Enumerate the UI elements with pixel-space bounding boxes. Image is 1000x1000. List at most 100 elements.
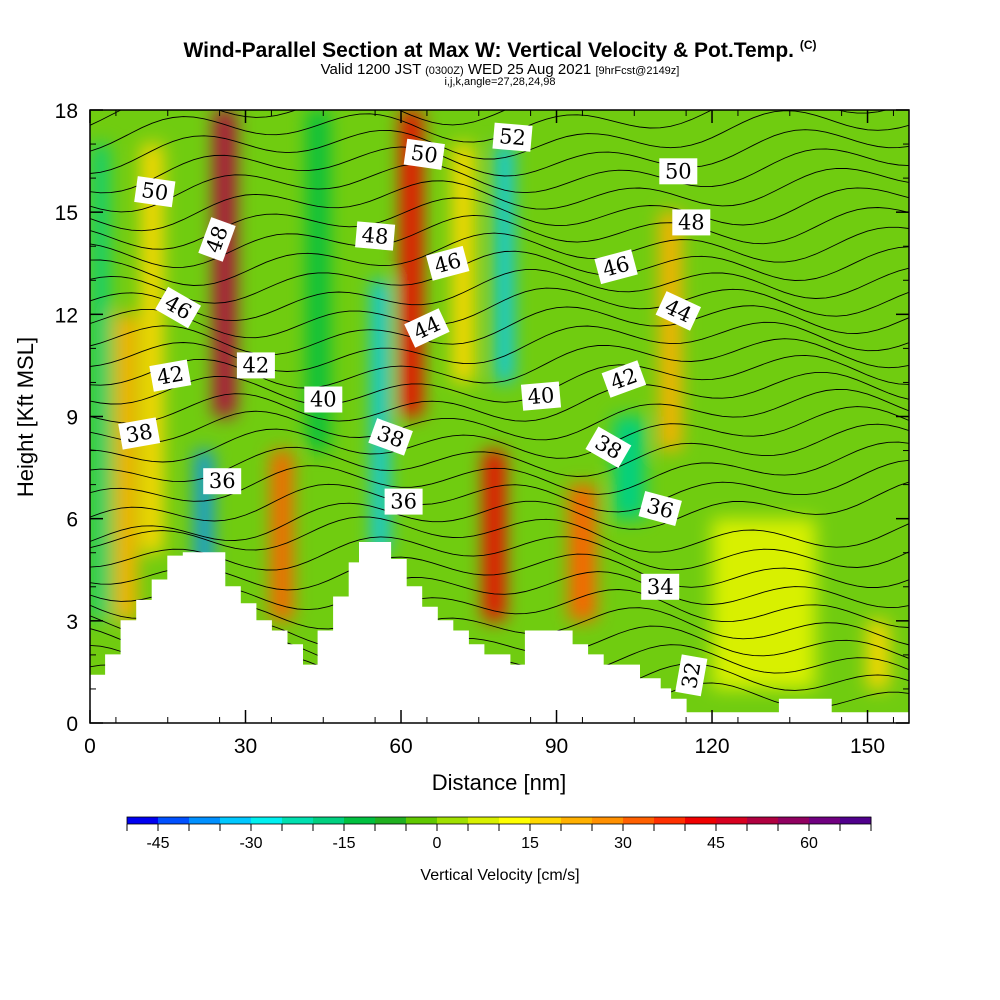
contour-label-bg <box>492 122 533 152</box>
contour-label-bg <box>675 654 708 697</box>
x-tick-label: 30 <box>234 735 257 758</box>
x-tick-label: 150 <box>850 735 885 758</box>
contour-label: 46 <box>594 249 638 285</box>
colorbar-swatch <box>623 817 655 824</box>
colorbar-swatch <box>406 817 438 824</box>
colorbar-swatch <box>158 817 190 824</box>
colorbar-swatch <box>592 817 624 824</box>
colorbar-label: -45 <box>146 835 169 852</box>
y-tick-label: 15 <box>55 202 78 225</box>
colorbar-swatch <box>251 817 283 824</box>
colorbar-swatch <box>685 817 717 824</box>
pot-temp-contour <box>90 441 909 502</box>
subtitle-utc: (0300Z) <box>425 65 464 77</box>
contour-label-text: 40 <box>310 388 337 412</box>
colorbar-title: Vertical Velocity [cm/s] <box>420 867 579 884</box>
pot-temp-contour <box>90 129 909 194</box>
contour-label: 40 <box>520 381 562 411</box>
contour-label-text: 48 <box>678 210 705 234</box>
contour-label-bg <box>601 360 647 398</box>
terrain <box>90 542 909 723</box>
colorbar-label: 15 <box>521 835 539 852</box>
chart-subtitle: Valid 1200 JST (0300Z) WED 25 Aug 2021 [… <box>0 61 1000 78</box>
pot-temp-contour <box>90 553 909 591</box>
contour-label-bg <box>198 217 236 262</box>
x-tick-label: 60 <box>389 735 412 758</box>
colorbar-label: -15 <box>332 835 355 852</box>
contour-label-bg <box>118 417 161 450</box>
colorbar-swatch <box>437 817 469 824</box>
colorbar-swatch <box>530 817 562 824</box>
pot-temp-contour <box>90 321 909 372</box>
contour-label-text: 48 <box>361 223 390 249</box>
subtitle-fcst: [9hrFcst@2149z] <box>595 65 680 77</box>
subtitle-valid: Valid 1200 JST <box>320 61 421 78</box>
pot-temp-contour <box>90 516 909 553</box>
pot-temp-contour <box>90 148 909 213</box>
contour-label-bg <box>355 221 396 251</box>
colorbar-swatch <box>313 817 345 824</box>
contour-label: 42 <box>149 359 192 392</box>
colorbar-label: 60 <box>800 835 818 852</box>
contour-label-bg <box>655 291 702 331</box>
pot-temp-contour <box>90 267 909 322</box>
velocity-band <box>867 620 889 689</box>
contour-label-text: 38 <box>124 419 154 447</box>
contour-label-text: 40 <box>527 383 556 409</box>
velocity-band <box>214 110 236 417</box>
pot-temp-contour <box>90 110 909 174</box>
velocity-band <box>569 484 596 621</box>
velocity-band <box>483 450 505 621</box>
pot-temp-contour <box>90 167 909 232</box>
contour-label: 50 <box>403 138 445 170</box>
pot-temp-contour <box>90 338 909 389</box>
contour-label: 48 <box>672 209 711 236</box>
chart-subtitle-indices: i,j,k,angle=27,28,24,98 <box>444 76 556 88</box>
x-tick-label: 0 <box>84 735 96 758</box>
x-axis: 0 30 60 90 120 150 <box>84 110 894 758</box>
contour-label: 34 <box>641 573 680 600</box>
plot-area <box>90 110 909 723</box>
colorbar-label: 45 <box>707 835 725 852</box>
colorbar-swatch <box>282 817 314 824</box>
contour-label-text: 36 <box>390 490 417 514</box>
velocity-band <box>613 416 645 519</box>
y-tick-label: 3 <box>66 611 78 634</box>
title-units-mark: (C) <box>799 38 817 52</box>
subtitle-date: WED 25 Aug 2021 <box>467 61 592 78</box>
colorbar-swatch <box>840 817 872 824</box>
contour-label-bg <box>203 468 242 495</box>
y-tick-label: 18 <box>55 100 78 123</box>
contour-label: 52 <box>492 122 533 152</box>
pot-temp-contour <box>90 536 909 571</box>
contour-label-text: 36 <box>209 469 236 493</box>
contour-label-bg <box>155 286 202 329</box>
velocity-band <box>115 314 137 621</box>
pot-temp-contour <box>90 226 909 286</box>
pot-temp-contour <box>90 110 507 126</box>
contour-label: 36 <box>203 468 242 495</box>
colorbar: -45 -30 -15 0 15 30 45 60 <box>126 816 872 852</box>
velocity-band <box>141 144 163 553</box>
contour-label-text: 34 <box>647 575 674 599</box>
colorbar-swatch <box>778 817 810 824</box>
pot-temp-contour <box>90 207 909 268</box>
pot-temp-contour <box>90 459 909 522</box>
chart-title-text: Wind-Parallel Section at Max W: Vertical… <box>183 39 794 62</box>
velocity-band <box>712 518 816 689</box>
x-tick-label: 120 <box>695 735 730 758</box>
colorbar-swatch <box>189 817 221 824</box>
pot-temp-contour <box>90 354 909 405</box>
contour-label-bg <box>304 386 343 413</box>
contour-label-text: 52 <box>498 124 527 150</box>
contour-label: 42 <box>236 352 275 379</box>
velocity-field <box>92 110 889 689</box>
contour-label-bg <box>659 158 698 185</box>
contour-label-bg <box>638 491 682 526</box>
colorbar-swatch <box>344 817 376 824</box>
contour-label: 40 <box>304 386 343 413</box>
contour-label-bg <box>149 359 192 392</box>
pot-temp-contour <box>90 481 909 542</box>
pot-temp-contour <box>90 305 909 356</box>
